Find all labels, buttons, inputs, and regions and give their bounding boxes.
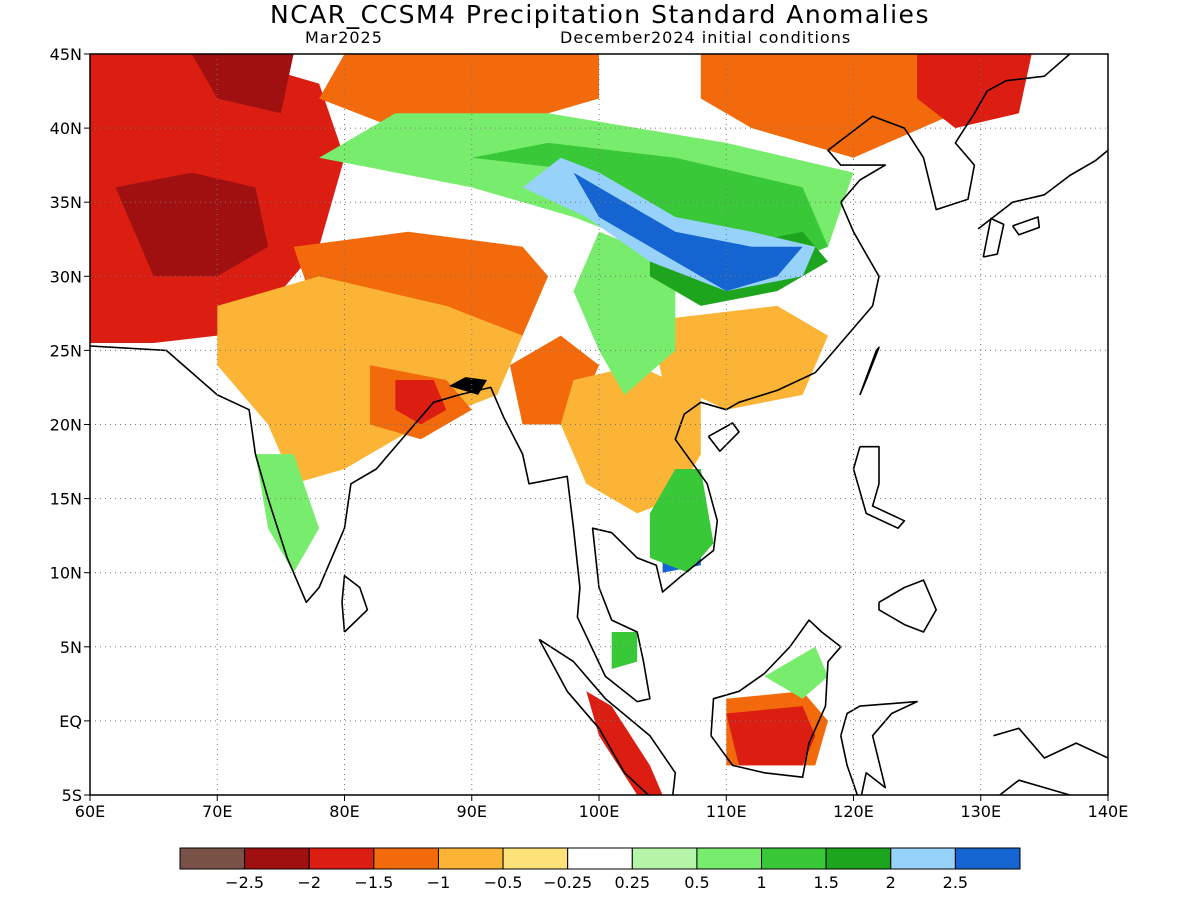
colorbar-label: 1.5 bbox=[813, 873, 838, 892]
colorbar-swatch bbox=[308, 847, 375, 870]
lon-tick-label: 120E bbox=[833, 802, 874, 821]
colorbar-swatch bbox=[567, 847, 633, 870]
lat-tick-label: 10N bbox=[50, 564, 82, 583]
colorbar-swatch bbox=[696, 847, 763, 870]
lat-tick-label: 25N bbox=[50, 341, 82, 360]
colorbar-label: −0.5 bbox=[484, 873, 523, 892]
anomaly-region-central-china-deep bbox=[573, 172, 803, 292]
anomaly-fills bbox=[90, 54, 1032, 795]
lat-tick-label: 20N bbox=[50, 416, 82, 435]
anomaly-region-pakistan-core bbox=[115, 172, 269, 277]
coastline-segment bbox=[982, 217, 1005, 258]
lon-tick-label: 60E bbox=[75, 802, 105, 821]
coastline-segment bbox=[840, 700, 918, 795]
colorbar-label: 1 bbox=[756, 873, 766, 892]
anomaly-region-korea-manchuria bbox=[917, 54, 1032, 129]
anomaly-region-vietnam-south-green bbox=[649, 469, 714, 573]
lat-tick-label: 5S bbox=[62, 786, 82, 805]
colorbar-label: 0.25 bbox=[614, 873, 650, 892]
colorbar-swatch bbox=[244, 847, 310, 870]
lon-tick-label: 130E bbox=[960, 802, 1001, 821]
colorbar: −2.5 −2 −1.5 −1 −0.5 −0.25 0.25 0.5 1 1.5 2 2.5 bbox=[179, 847, 1021, 892]
lon-tick-label: 110E bbox=[706, 802, 747, 821]
axis-ticks: 60E 70E 80E 90E 100E 110E 120E 130E 140E 45N 40N 35… bbox=[50, 45, 1129, 821]
colorbar-label: −2.5 bbox=[225, 873, 264, 892]
lat-tick-label: 15N bbox=[50, 490, 82, 509]
map-title: NCAR_CCSM4 Precipitation Standard Anomal… bbox=[270, 0, 930, 29]
coastline-segment bbox=[993, 727, 1108, 759]
anomaly-region-borneo-south-core bbox=[726, 706, 816, 766]
colorbar-swatch bbox=[373, 847, 439, 870]
anomaly-region-sumatra-south bbox=[586, 691, 663, 795]
coastline-segment bbox=[90, 54, 1071, 703]
anomaly-region-tibet-green bbox=[573, 231, 676, 395]
coastline-segment bbox=[999, 779, 1071, 795]
anomaly-region-malaya-wet bbox=[611, 632, 638, 669]
lon-tick-label: 90E bbox=[457, 802, 487, 821]
colorbar-label: −0.25 bbox=[543, 873, 592, 892]
anomaly-region-india-west-coast bbox=[255, 454, 320, 573]
colorbar-swatch bbox=[761, 847, 827, 870]
lat-tick-label: 5N bbox=[60, 638, 82, 657]
lat-tick-label: 35N bbox=[50, 193, 82, 212]
colorbar-swatch bbox=[502, 847, 569, 870]
lon-tick-label: 140E bbox=[1088, 802, 1129, 821]
anomaly-region-northeast-china bbox=[700, 54, 956, 158]
anomaly-region-south-china bbox=[649, 305, 828, 410]
colorbar-swatch bbox=[179, 847, 246, 870]
graticule bbox=[90, 54, 1108, 795]
colorbar-label: 2.5 bbox=[943, 873, 968, 892]
anomaly-region-mongolia-north bbox=[319, 54, 599, 129]
colorbar-swatch bbox=[890, 847, 956, 870]
anomaly-region-central-asia-north bbox=[191, 54, 294, 114]
colorbar-swatch bbox=[631, 847, 698, 870]
lat-tick-label: EQ bbox=[59, 712, 82, 731]
anomaly-region-bay-bengal-coast bbox=[395, 380, 447, 425]
lat-tick-label: 30N bbox=[50, 267, 82, 286]
coastline-segment bbox=[707, 422, 740, 452]
coastline-segment bbox=[538, 638, 677, 795]
colorbar-label: 0.5 bbox=[684, 873, 709, 892]
lat-tick-label: 40N bbox=[50, 119, 82, 138]
coastline-segment bbox=[1011, 216, 1041, 236]
colorbar-swatch bbox=[825, 847, 892, 870]
forecast-month: Mar2025 bbox=[305, 28, 383, 47]
coastlines bbox=[90, 54, 1108, 795]
anomaly-region-indochina bbox=[560, 365, 701, 514]
ganges-delta-mark bbox=[448, 377, 488, 395]
anomaly-region-borneo-north bbox=[764, 646, 828, 699]
lat-tick-label: 45N bbox=[50, 45, 82, 64]
colorbar-label: −2 bbox=[297, 873, 321, 892]
coastline-segment bbox=[852, 445, 906, 529]
initial-conditions: December2024 initial conditions bbox=[560, 28, 852, 47]
lon-tick-label: 70E bbox=[202, 802, 232, 821]
colorbar-swatch bbox=[954, 847, 1021, 870]
colorbar-label: 2 bbox=[886, 873, 896, 892]
colorbar-label: −1 bbox=[427, 873, 451, 892]
coastline-segment bbox=[977, 149, 1108, 230]
colorbar-swatch bbox=[437, 847, 504, 870]
coastline-segment bbox=[859, 346, 880, 396]
lon-tick-label: 80E bbox=[329, 802, 359, 821]
anomaly-region-india-north bbox=[217, 276, 523, 484]
lon-tick-label: 100E bbox=[579, 802, 620, 821]
coastline-segment bbox=[878, 579, 937, 633]
coastline-segment bbox=[341, 574, 369, 633]
colorbar-label: −1.5 bbox=[354, 873, 393, 892]
